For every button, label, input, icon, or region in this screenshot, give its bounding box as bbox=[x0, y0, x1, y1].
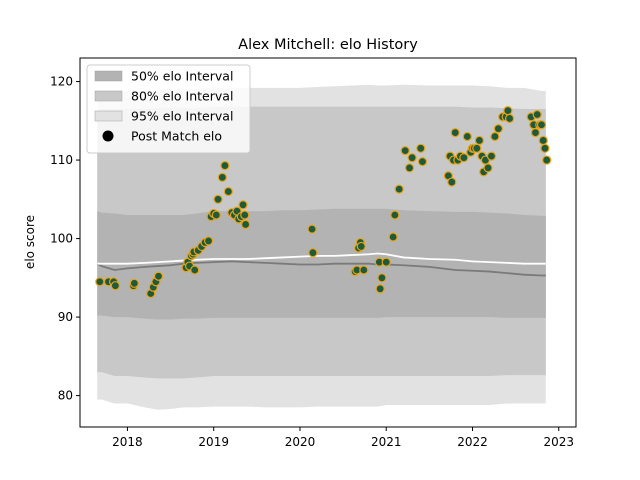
data-point bbox=[95, 277, 105, 287]
data-point bbox=[213, 194, 223, 204]
legend-box bbox=[86, 64, 251, 154]
data-point bbox=[217, 172, 227, 182]
data-point bbox=[407, 153, 417, 163]
x-axis-ticks: 2018 2019 2020 2021 2022 2023 bbox=[112, 427, 574, 449]
data-point bbox=[493, 124, 503, 134]
data-point bbox=[307, 224, 317, 234]
data-point bbox=[474, 135, 484, 146]
data-point bbox=[375, 284, 385, 294]
data-point bbox=[450, 127, 460, 138]
data-point bbox=[459, 153, 469, 163]
data-point bbox=[308, 248, 318, 258]
legend-label: Post Match elo bbox=[131, 129, 222, 144]
data-point bbox=[356, 241, 366, 252]
y-tick-label: 100 bbox=[50, 232, 73, 246]
data-point bbox=[223, 186, 233, 197]
data-point bbox=[417, 157, 428, 167]
y-axis-ticks: 80 90 100 110 120 bbox=[50, 75, 80, 403]
data-point bbox=[490, 131, 500, 142]
data-point bbox=[211, 210, 221, 220]
data-point bbox=[540, 143, 550, 153]
legend: 50% elo Interval 80% elo Interval 95% elo … bbox=[86, 64, 251, 154]
data-point bbox=[203, 236, 214, 246]
data-point bbox=[241, 219, 251, 230]
data-point bbox=[377, 273, 387, 283]
data-point bbox=[153, 271, 164, 281]
legend-label: 80% elo Interval bbox=[131, 89, 233, 104]
y-tick-label: 110 bbox=[50, 153, 73, 167]
data-point bbox=[483, 163, 493, 173]
y-axis-label: elo score bbox=[23, 215, 37, 269]
x-tick-label: 2022 bbox=[457, 435, 488, 449]
chart-title: Alex Mitchell: elo History bbox=[238, 37, 418, 53]
data-point bbox=[538, 135, 548, 146]
legend-swatch bbox=[94, 90, 123, 102]
x-tick-label: 2023 bbox=[543, 435, 574, 449]
mean-line bbox=[97, 252, 546, 265]
data-point bbox=[504, 113, 515, 124]
data-point bbox=[240, 210, 250, 220]
data-point bbox=[359, 265, 369, 275]
center-lines bbox=[96, 252, 546, 277]
data-point bbox=[472, 143, 482, 153]
legend-label: 50% elo Interval bbox=[131, 69, 233, 84]
data-point bbox=[532, 109, 542, 120]
data-point bbox=[447, 177, 457, 187]
median-line bbox=[96, 260, 546, 277]
data-point bbox=[536, 120, 547, 130]
data-point bbox=[381, 257, 391, 267]
legend-label: 95% elo Interval bbox=[131, 109, 233, 124]
data-point bbox=[190, 265, 200, 275]
data-point bbox=[394, 184, 404, 194]
data-point bbox=[486, 151, 497, 161]
y-tick-label: 120 bbox=[50, 75, 73, 89]
data-point bbox=[110, 281, 120, 291]
y-tick-label: 80 bbox=[58, 389, 73, 403]
data-point bbox=[388, 232, 398, 242]
data-point bbox=[390, 210, 400, 220]
data-point bbox=[400, 146, 410, 156]
post-match-points bbox=[95, 105, 552, 299]
data-point bbox=[238, 200, 248, 210]
legend-swatch bbox=[94, 110, 123, 122]
plot-area-frame bbox=[79, 57, 577, 428]
data-point bbox=[503, 105, 513, 116]
x-tick-label: 2019 bbox=[198, 435, 229, 449]
data-point bbox=[530, 127, 541, 138]
y-tick-label: 90 bbox=[58, 310, 73, 324]
x-tick-label: 2021 bbox=[371, 435, 402, 449]
data-point bbox=[542, 155, 552, 165]
x-tick-label: 2018 bbox=[112, 435, 143, 449]
data-point bbox=[220, 160, 230, 171]
data-point bbox=[416, 143, 426, 153]
data-point bbox=[129, 278, 139, 288]
legend-marker bbox=[102, 130, 114, 142]
legend-swatch bbox=[94, 70, 123, 82]
interval-bands bbox=[97, 84, 546, 410]
x-tick-label: 2020 bbox=[285, 435, 316, 449]
data-point bbox=[404, 163, 415, 173]
data-point bbox=[462, 131, 472, 142]
